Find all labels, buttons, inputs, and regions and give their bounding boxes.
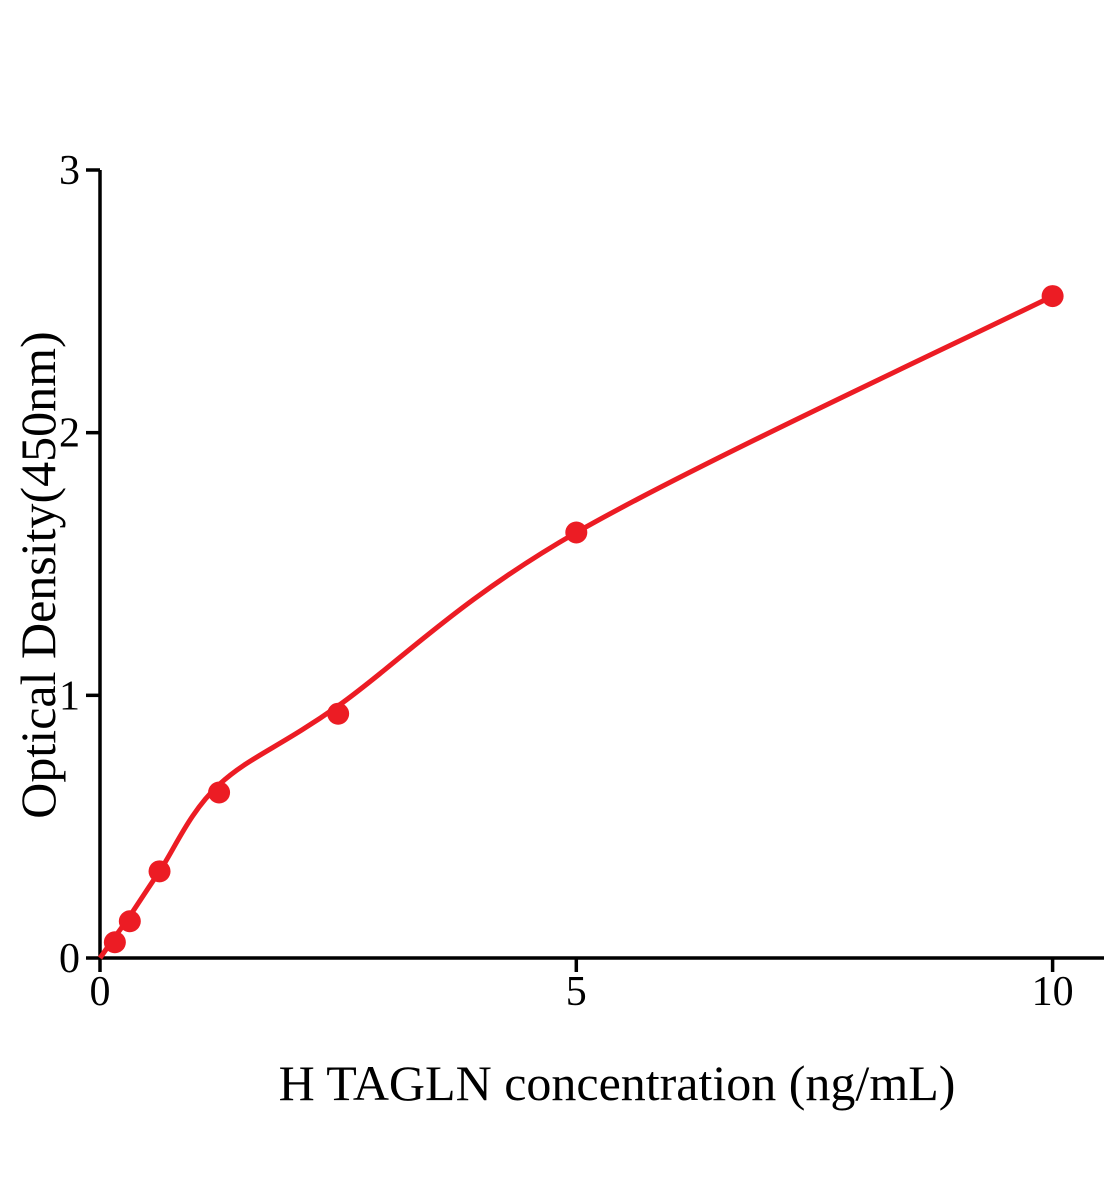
x-axis-title: H TAGLN concentration (ng/mL) (279, 1055, 956, 1111)
fit-curve (97, 293, 1054, 960)
x-tick-label: 10 (1032, 969, 1074, 1015)
data-point (103, 931, 126, 954)
data-point (118, 910, 141, 933)
x-tick-label: 0 (90, 969, 111, 1015)
y-tick-label: 1 (59, 673, 80, 719)
y-axis-title: Optical Density(450nm) (10, 331, 66, 818)
y-tick-label: 3 (59, 148, 80, 194)
y-tick-label: 2 (59, 411, 80, 457)
data-point (148, 860, 171, 883)
y-tick-label: 0 (59, 936, 80, 982)
plot-generated-layer: 0 5 10 0 1 2 3 (59, 148, 1104, 1015)
data-point (1041, 285, 1064, 308)
x-tick-label: 5 (566, 969, 587, 1015)
data-point (565, 521, 588, 544)
data-point (327, 702, 350, 725)
data-point (208, 781, 231, 804)
